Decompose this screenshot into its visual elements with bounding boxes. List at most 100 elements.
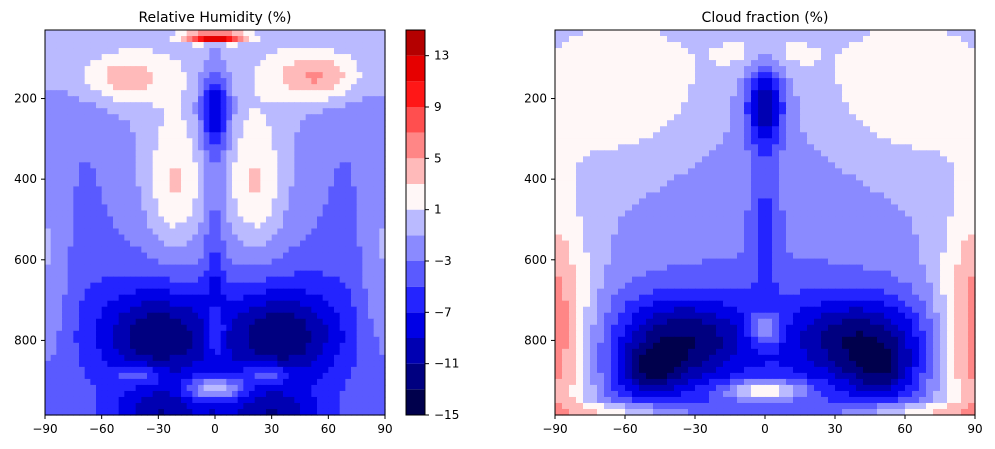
- rh-cell: [169, 288, 176, 296]
- rh-cell: [175, 318, 182, 326]
- rh-cell: [158, 186, 165, 194]
- rh-cell: [141, 102, 148, 109]
- rh-cell: [339, 366, 346, 374]
- rh-cell: [305, 312, 312, 320]
- rh-cell: [254, 204, 261, 212]
- rh-cell: [373, 138, 380, 145]
- rh-cell: [181, 396, 188, 404]
- cf-cell: [674, 42, 682, 49]
- rh-cell: [232, 150, 239, 157]
- cf-cell: [814, 78, 822, 85]
- rh-cell: [254, 30, 261, 37]
- rh-cell: [345, 168, 352, 175]
- rh-contour-field: [45, 30, 386, 416]
- cf-cell: [569, 84, 577, 91]
- cf-cell: [793, 54, 801, 61]
- rh-cell: [101, 402, 108, 410]
- rh-cell: [328, 102, 335, 109]
- rh-cell: [79, 84, 86, 91]
- rh-cell: [220, 66, 227, 73]
- rh-cell: [147, 54, 154, 61]
- rh-cell: [67, 120, 74, 127]
- cf-cell: [583, 120, 591, 127]
- rh-cell: [351, 324, 358, 332]
- rh-cell: [368, 360, 375, 368]
- rh-cell: [175, 390, 182, 398]
- cf-cell: [653, 66, 661, 73]
- rh-cell: [147, 366, 154, 374]
- rh-cell: [277, 126, 284, 133]
- rh-cell: [130, 366, 137, 374]
- rh-cell: [147, 276, 154, 284]
- rh-cell: [232, 372, 239, 380]
- rh-cell: [356, 192, 363, 200]
- rh-cell: [368, 186, 375, 194]
- rh-cell: [181, 102, 188, 109]
- rh-cell: [84, 372, 91, 380]
- rh-cell: [317, 264, 324, 272]
- rh-cell: [237, 150, 244, 157]
- rh-cell: [260, 378, 267, 386]
- rh-cell: [203, 186, 210, 194]
- cf-cell: [688, 114, 696, 121]
- rh-cell: [101, 282, 108, 290]
- rh-cell: [79, 390, 86, 398]
- rh-cell: [130, 348, 137, 356]
- rh-cell: [226, 372, 233, 380]
- rh-cell: [334, 408, 341, 416]
- rh-cell: [90, 168, 97, 175]
- rh-cell: [84, 366, 91, 374]
- rh-cell: [84, 138, 91, 145]
- rh-cell: [186, 348, 193, 356]
- cf-cell: [611, 30, 619, 37]
- rh-cell: [101, 318, 108, 326]
- rh-cell: [226, 120, 233, 127]
- cf-cell: [786, 102, 794, 109]
- rh-cell: [101, 408, 108, 416]
- rh-cell: [90, 270, 97, 278]
- rh-cell: [373, 282, 380, 290]
- rh-cell: [232, 174, 239, 181]
- cf-cell: [786, 90, 794, 97]
- rh-cell: [226, 54, 233, 61]
- cf-cell: [870, 42, 878, 49]
- rh-cell: [322, 120, 329, 127]
- rh-cell: [107, 270, 114, 278]
- cf-cell: [604, 72, 612, 79]
- rh-cell: [67, 138, 74, 145]
- cf-cell: [590, 72, 598, 79]
- cf-cell: [611, 78, 619, 85]
- rh-cell: [317, 138, 324, 145]
- rh-cell: [56, 282, 63, 290]
- cf-cell: [653, 84, 661, 91]
- rh-cell: [328, 186, 335, 194]
- rh-cell: [243, 108, 250, 115]
- rh-cell: [334, 72, 341, 79]
- rh-cell: [339, 246, 346, 254]
- cf-cell: [744, 90, 752, 97]
- rh-cell: [147, 390, 154, 398]
- cf-cell: [646, 114, 654, 121]
- colorbar-tick-label: 9: [434, 100, 442, 114]
- rh-cell: [175, 222, 182, 230]
- rh-cell: [220, 348, 227, 356]
- rh-cell: [56, 378, 63, 386]
- rh-cell: [135, 174, 142, 181]
- rh-cell: [277, 156, 284, 163]
- rh-cell: [317, 126, 324, 133]
- rh-cell: [135, 234, 142, 242]
- rh-cell: [73, 306, 80, 314]
- rh-cell: [249, 72, 256, 79]
- rh-cell: [73, 102, 80, 109]
- rh-cell: [84, 312, 91, 320]
- rh-cell: [237, 228, 244, 236]
- rh-cell: [220, 60, 227, 67]
- cf-cell: [793, 126, 801, 133]
- rh-cell: [328, 222, 335, 230]
- rh-cell: [294, 342, 301, 350]
- cf-cell: [583, 36, 591, 43]
- rh-cell: [260, 78, 267, 85]
- rh-cell: [215, 276, 222, 284]
- cf-cell: [758, 48, 766, 55]
- cf-cell: [870, 120, 878, 127]
